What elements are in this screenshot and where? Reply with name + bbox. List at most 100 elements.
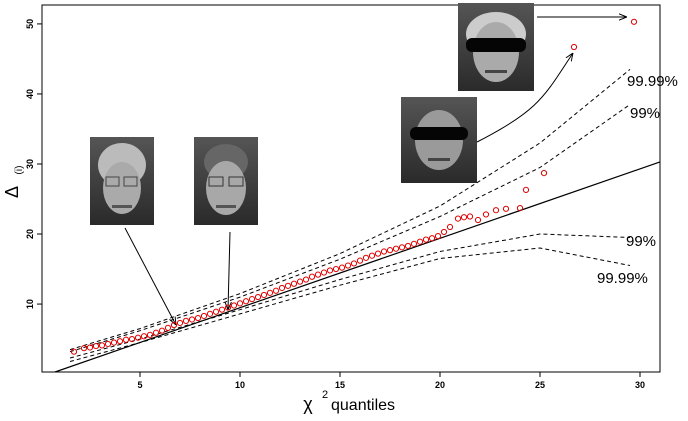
point — [134, 334, 142, 341]
point — [260, 291, 268, 299]
envelope-label: 99% — [626, 233, 656, 250]
point — [630, 18, 638, 25]
point — [434, 233, 442, 240]
point — [308, 273, 316, 280]
face-images — [90, 3, 534, 225]
point — [386, 247, 394, 254]
point — [344, 262, 352, 269]
point — [146, 331, 154, 338]
point — [80, 345, 88, 352]
point — [368, 252, 376, 259]
reference-line — [54, 161, 661, 373]
plot-frame — [41, 4, 661, 373]
point — [474, 216, 482, 224]
x-label: quantiles — [331, 397, 395, 414]
point — [482, 211, 490, 218]
point — [164, 324, 172, 331]
x-label-power: 2 — [322, 389, 328, 401]
point — [158, 327, 166, 334]
point — [428, 235, 436, 242]
y-label-symbol: Δ — [2, 186, 22, 198]
point — [356, 257, 364, 264]
point — [460, 214, 468, 221]
x-tick-label: 25 — [535, 380, 545, 390]
point — [410, 240, 418, 247]
point — [392, 245, 400, 252]
point — [236, 300, 244, 307]
face-image — [194, 137, 258, 225]
point — [266, 289, 274, 296]
x-tick-label: 10 — [235, 380, 245, 390]
point — [116, 338, 124, 345]
point — [206, 310, 214, 317]
point — [128, 335, 136, 343]
point — [176, 319, 184, 327]
point — [502, 205, 510, 212]
point — [188, 316, 196, 323]
point — [522, 186, 530, 194]
y-tick-label: 10 — [25, 299, 35, 309]
point — [540, 169, 548, 177]
point — [454, 215, 462, 222]
arrow — [476, 53, 573, 143]
point — [272, 287, 280, 294]
y-tick-label: 50 — [25, 19, 35, 29]
point — [302, 276, 310, 283]
point — [492, 207, 500, 214]
envelope-label: 99.99% — [627, 73, 678, 90]
point — [446, 223, 454, 231]
point — [98, 342, 106, 349]
point — [516, 205, 524, 212]
point — [200, 312, 208, 320]
point — [290, 280, 298, 287]
x-tick-label: 30 — [635, 380, 645, 390]
point — [284, 282, 292, 289]
point — [416, 238, 424, 245]
point — [152, 329, 160, 336]
point — [254, 293, 262, 301]
point — [212, 308, 220, 315]
envelope-line — [69, 104, 631, 353]
point — [70, 348, 78, 355]
envelope-line — [69, 233, 631, 359]
x-label-symbol: χ — [303, 394, 313, 414]
point — [362, 254, 370, 261]
point — [140, 333, 148, 340]
x-tick-label: 15 — [335, 380, 345, 390]
point — [170, 321, 178, 329]
point — [422, 236, 430, 243]
face-image — [90, 137, 154, 225]
point — [122, 336, 130, 343]
point — [218, 306, 226, 313]
point — [338, 264, 346, 271]
x-tick-label: 5 — [137, 380, 142, 390]
arrows — [124, 17, 627, 325]
point — [296, 278, 304, 285]
point — [104, 340, 112, 348]
point — [248, 296, 256, 303]
point — [398, 244, 406, 251]
point — [230, 302, 238, 309]
y-tick-label: 40 — [25, 89, 35, 99]
envelope-label: 99% — [630, 105, 660, 122]
point — [314, 271, 322, 278]
envelope-label: 99.99% — [597, 270, 648, 287]
envelope-line — [69, 69, 631, 351]
face-image — [458, 3, 534, 91]
point — [320, 269, 328, 276]
arrow — [124, 227, 176, 325]
point — [92, 342, 100, 350]
y-tick-label: 20 — [25, 229, 35, 239]
arrow — [228, 231, 230, 310]
point — [86, 344, 94, 351]
y-tick-label: 30 — [25, 159, 35, 169]
point — [194, 314, 202, 322]
point — [380, 248, 388, 255]
y-label-subscript: (i) — [14, 166, 25, 175]
point — [374, 250, 382, 257]
point — [242, 298, 250, 305]
x-tick-label: 20 — [435, 380, 445, 390]
point — [278, 284, 286, 292]
